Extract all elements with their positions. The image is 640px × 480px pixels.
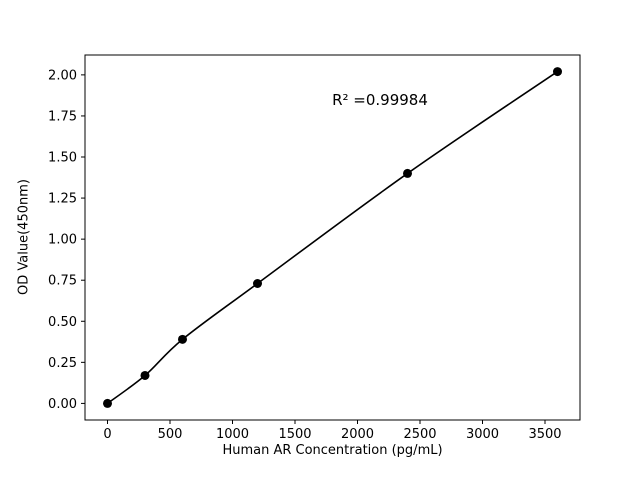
- y-tick-label: 1.25: [48, 192, 77, 207]
- y-tick-label: 1.50: [48, 151, 77, 166]
- y-axis-label: OD Value(450nm): [16, 179, 32, 295]
- x-tick-label: 1500: [278, 427, 311, 442]
- axes-frame: [84, 54, 581, 421]
- x-tick-label: 3000: [466, 427, 499, 442]
- y-tick-label: 0.75: [48, 274, 77, 289]
- data-point: [553, 67, 562, 77]
- x-tick-label: 0: [103, 427, 111, 442]
- y-tick-label: 0.50: [48, 315, 77, 330]
- data-point: [253, 278, 262, 288]
- fit-curve: [107, 70, 558, 405]
- x-axis-label: Human AR Concentration (pg/mL): [222, 443, 443, 458]
- data-point: [403, 168, 412, 178]
- y-tick-label: 0.25: [48, 356, 77, 371]
- data-point: [140, 370, 150, 380]
- y-tick-label: 1.75: [48, 109, 77, 124]
- x-tick-label: 2000: [341, 427, 374, 442]
- data-point: [103, 398, 112, 408]
- y-tick-label: 0.00: [48, 397, 77, 412]
- x-tick-label: 500: [158, 427, 183, 442]
- x-tick-label: 1000: [216, 427, 249, 442]
- y-tick-label: 2.00: [48, 68, 77, 83]
- x-tick-label: 2500: [403, 427, 436, 442]
- x-tick-label: 3500: [528, 427, 561, 442]
- r-squared-annotation: R² =0.99984: [332, 91, 428, 109]
- y-tick-label: 1.00: [48, 233, 77, 248]
- data-point: [178, 334, 187, 344]
